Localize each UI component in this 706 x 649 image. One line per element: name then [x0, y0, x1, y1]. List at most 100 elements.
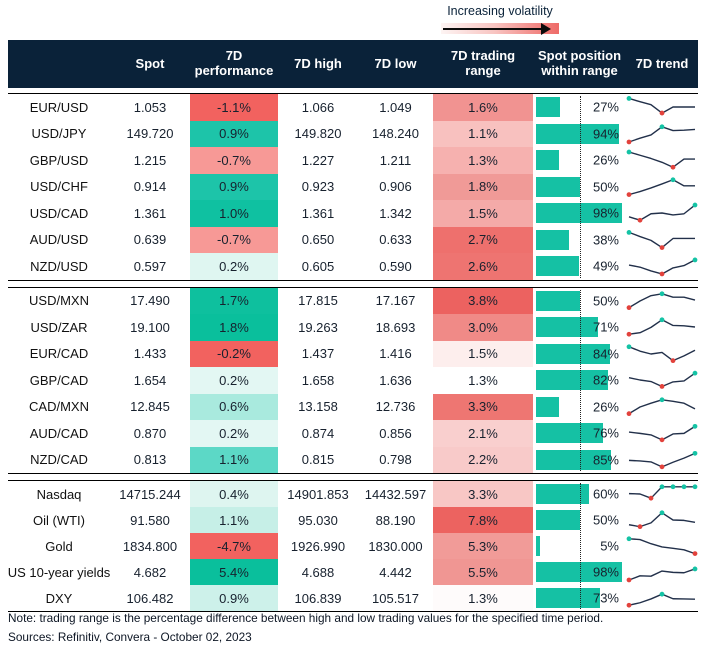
- trend-sparkline: [626, 367, 698, 394]
- performance-cell: 1.1%: [190, 507, 278, 533]
- table-row: Gold 1834.800 -4.7% 1926.990 1830.000 5.…: [8, 533, 698, 559]
- position-label: 26%: [592, 152, 619, 168]
- position-cell: 85%: [533, 447, 626, 474]
- trading-range-cell: 1.3%: [433, 585, 533, 611]
- table-row: Oil (WTI) 91.580 1.1% 95.030 88.190 7.8%…: [8, 507, 698, 533]
- position-bar: [536, 510, 580, 530]
- spot-value: 19.100: [130, 319, 170, 335]
- rows-group-other-assets: Nasdaq 14715.244 0.4% 14901.853 14432.59…: [8, 480, 698, 612]
- position-label: 76%: [592, 425, 619, 441]
- spot-value: 0.870: [133, 425, 167, 441]
- trend-sparkline: [626, 559, 698, 585]
- trend-sparkline: [626, 585, 698, 611]
- position-label: 38%: [592, 232, 619, 248]
- spot-value: 0.813: [133, 452, 167, 468]
- low-value: 1.416: [379, 346, 412, 362]
- table-row: CAD/MXN 12.845 0.6% 13.158 12.736 3.3% 2…: [8, 393, 698, 421]
- position-bar: [536, 396, 559, 417]
- header-spot: Spot: [135, 55, 165, 71]
- trading-range-cell: 1.8%: [433, 173, 533, 200]
- position-label: 98%: [592, 205, 619, 221]
- spot-value: 17.490: [130, 293, 170, 309]
- spot-value: 1.361: [133, 205, 167, 221]
- trading-range-cell: 2.2%: [433, 446, 533, 473]
- high-value: 95.030: [298, 512, 338, 528]
- position-cell: 50%: [533, 174, 626, 201]
- header-7d-performance: 7D performance: [194, 48, 274, 78]
- spot-value: 1834.800: [122, 538, 178, 554]
- asset-name: NZD/USD: [30, 258, 88, 274]
- spot-value: 1.053: [133, 99, 167, 115]
- low-value: 18.693: [375, 319, 416, 335]
- fx-dashboard-table: Spot 7D performance 7D high 7D low 7D tr…: [8, 40, 698, 612]
- spot-value: 149.720: [126, 126, 174, 142]
- position-label: 73%: [592, 590, 619, 606]
- table-row: AUD/USD 0.639 -0.7% 0.650 0.633 2.7% 38%: [8, 226, 698, 254]
- trading-range-cell: 1.1%: [433, 120, 533, 147]
- low-value: 148.240: [372, 126, 419, 142]
- position-cell: 76%: [533, 420, 626, 447]
- position-cell: 50%: [533, 288, 626, 315]
- position-bar: [536, 562, 623, 582]
- position-cell: 26%: [533, 394, 626, 421]
- performance-cell: 0.9%: [190, 120, 278, 147]
- asset-name: AUD/USD: [29, 232, 89, 248]
- high-value: 149.820: [294, 126, 342, 142]
- trading-range-cell: 1.5%: [433, 200, 533, 227]
- low-value: 0.590: [379, 258, 412, 274]
- performance-cell: 5.4%: [190, 559, 278, 585]
- spot-value: 0.639: [133, 232, 167, 248]
- high-value: 1.658: [301, 372, 335, 388]
- header-7d-trading-range: 7D trading range: [450, 48, 516, 78]
- performance-cell: -0.2%: [190, 340, 278, 367]
- asset-name: EUR/CAD: [29, 346, 89, 362]
- trend-sparkline: [626, 253, 698, 280]
- position-bar: [536, 150, 559, 171]
- position-label: 50%: [592, 293, 619, 309]
- high-value: 1.361: [301, 205, 335, 221]
- position-bar: [536, 588, 601, 608]
- trend-sparkline: [626, 200, 698, 227]
- position-cell: 49%: [533, 253, 626, 280]
- low-value: 0.633: [379, 232, 412, 248]
- asset-name: GBP/CAD: [29, 372, 89, 388]
- position-cell: 71%: [533, 314, 626, 341]
- table-row: Nasdaq 14715.244 0.4% 14901.853 14432.59…: [8, 481, 698, 507]
- asset-name: GBP/USD: [29, 152, 89, 168]
- trading-range-cell: 1.5%: [433, 340, 533, 367]
- table-header-row: Spot 7D performance 7D high 7D low 7D tr…: [8, 40, 698, 88]
- position-label: 94%: [592, 126, 619, 142]
- position-cell: 73%: [533, 585, 626, 611]
- position-label: 85%: [592, 452, 619, 468]
- position-cell: 98%: [533, 559, 626, 585]
- low-value: 14432.597: [364, 486, 427, 502]
- trend-sparkline: [626, 227, 698, 254]
- low-value: 1830.000: [368, 538, 423, 554]
- asset-name: DXY: [45, 590, 73, 606]
- performance-cell: 0.2%: [190, 367, 278, 394]
- footnote: Note: trading range is the percentage di…: [8, 611, 604, 625]
- position-bar: [536, 484, 589, 504]
- trend-sparkline: [626, 94, 698, 121]
- position-cell: 5%: [533, 533, 626, 559]
- sources-line: Sources: Refinitiv, Convera - October 02…: [8, 630, 252, 644]
- position-cell: 26%: [533, 147, 626, 174]
- position-cell: 38%: [533, 227, 626, 254]
- arrow-line: [443, 27, 543, 30]
- performance-cell: 1.8%: [190, 314, 278, 341]
- position-label: 50%: [592, 512, 619, 528]
- performance-cell: 1.1%: [190, 446, 278, 473]
- asset-name: NZD/CAD: [30, 452, 88, 468]
- trend-sparkline: [626, 507, 698, 533]
- volatility-legend-label: Increasing volatility: [447, 4, 553, 18]
- high-value: 0.605: [301, 258, 335, 274]
- fifty-percent-midline: [580, 96, 581, 278]
- performance-cell: -0.7%: [190, 147, 278, 174]
- spot-value: 0.597: [133, 258, 167, 274]
- performance-cell: 0.6%: [190, 393, 278, 420]
- spot-value: 0.914: [133, 179, 167, 195]
- position-cell: 27%: [533, 94, 626, 121]
- position-label: 26%: [592, 399, 619, 415]
- trend-sparkline: [626, 174, 698, 201]
- position-cell: 94%: [533, 121, 626, 148]
